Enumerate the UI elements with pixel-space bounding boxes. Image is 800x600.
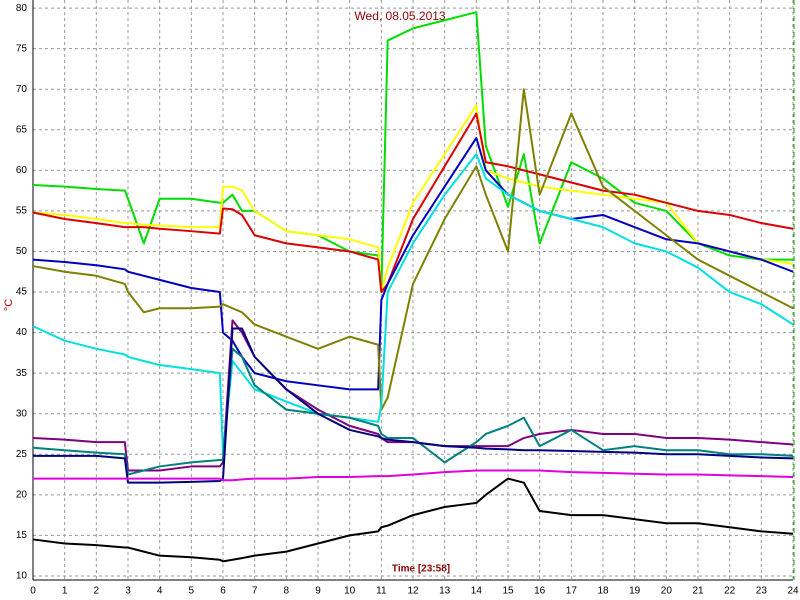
y-tick-label: 50: [16, 246, 28, 257]
y-tick-label: 35: [16, 368, 28, 379]
x-tick-label: 18: [597, 586, 609, 597]
x-tick-label: 23: [756, 586, 768, 597]
x-tick-label: 12: [407, 586, 419, 597]
x-tick-label: 16: [534, 586, 546, 597]
x-tick-label: 2: [94, 586, 100, 597]
series-line: [32, 319, 794, 472]
y-tick-label: 20: [16, 489, 28, 500]
x-tick-label: 19: [629, 586, 641, 597]
series-line: [33, 469, 794, 482]
y-tick-label: 25: [16, 449, 28, 460]
y-tick-label: 30: [16, 408, 28, 419]
x-tick-label: 20: [661, 586, 673, 597]
x-tick-label: 5: [189, 586, 195, 597]
series-line: [32, 112, 794, 294]
y-tick-label: 75: [16, 43, 28, 54]
x-tick-label: 24: [787, 586, 799, 597]
y-tick-label: 60: [16, 165, 28, 176]
y-tick-label: 45: [16, 287, 28, 298]
x-tick-label: 0: [30, 586, 36, 597]
x-tick-label: 13: [439, 586, 451, 597]
chart-title: Wed, 08.05.2013: [354, 9, 446, 23]
x-axis-label: Time [23:58]: [392, 564, 450, 575]
y-tick-label: 10: [16, 571, 28, 582]
x-tick-label: 22: [724, 586, 736, 597]
x-tick-label: 21: [692, 586, 704, 597]
x-tick-label: 1: [62, 586, 68, 597]
x-tick-label: 15: [502, 586, 514, 597]
series-line: [33, 327, 794, 484]
x-tick-label: 8: [284, 586, 290, 597]
y-tick-label: 40: [16, 327, 28, 338]
x-tick-label: 17: [566, 586, 578, 597]
x-tick-label: 14: [471, 586, 483, 597]
series-line: [32, 88, 794, 411]
y-axis-label: °C: [3, 299, 15, 311]
y-tick-label: 15: [16, 530, 28, 541]
y-tick-label: 65: [16, 124, 28, 135]
x-tick-label: 10: [344, 586, 356, 597]
x-tick-label: 6: [220, 586, 226, 597]
x-tick-label: 4: [157, 586, 163, 597]
x-tick-label: 3: [125, 586, 131, 597]
series-line: [32, 477, 794, 563]
y-tick-label: 55: [16, 206, 28, 217]
y-tick-label: 70: [16, 84, 28, 95]
y-tick-label: 80: [16, 3, 28, 14]
series-line: [32, 153, 794, 456]
x-tick-label: 11: [376, 586, 387, 597]
x-tick-label: 7: [252, 586, 258, 597]
x-tick-label: 9: [315, 586, 321, 597]
series-line: [32, 347, 794, 476]
series-line: [32, 136, 794, 391]
